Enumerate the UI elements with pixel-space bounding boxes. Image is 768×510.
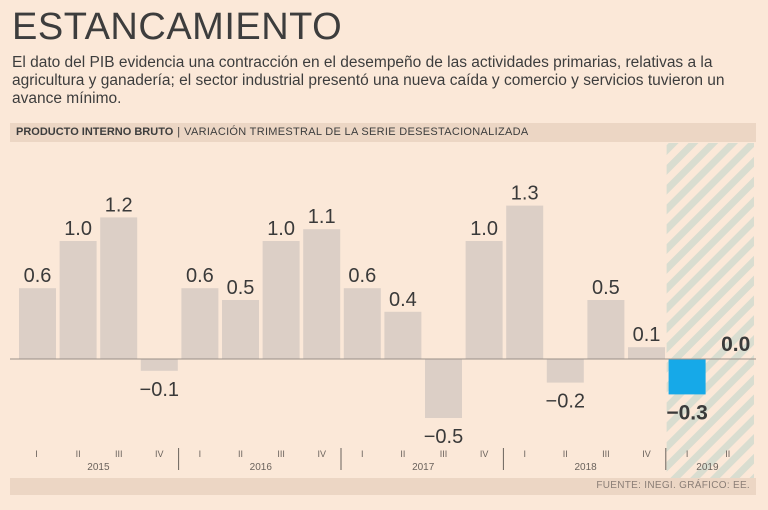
bar-15: [628, 347, 665, 359]
chart-label-bold: PRODUCTO INTERNO BRUTO: [16, 126, 174, 138]
bar-4: [181, 288, 219, 359]
chart-label-bar: PRODUCTO INTERNO BRUTO | VARIACIÓN TRIMEST…: [10, 123, 756, 142]
bar-7: [303, 229, 341, 359]
quarter-tick-label-17: II: [725, 449, 730, 459]
bar-13: [546, 359, 584, 383]
bar-9: [384, 311, 422, 359]
bar-10: [425, 359, 462, 418]
value-label-10: −0.5: [424, 426, 463, 448]
bar-11: [465, 241, 503, 359]
quarter-tick-label-11: IV: [480, 449, 489, 459]
year-label-2019: 2019: [696, 462, 719, 473]
value-labels-group: 0.6 1.0 1.2 −0.1 0.6 0.5 1.0 1.1 0.6 0.4 −0.5 1.0 1.…: [24, 183, 751, 448]
value-label-13: −0.2: [546, 391, 585, 413]
bar-1: [59, 241, 97, 359]
source-credit: FUENTE: INEGI. GRÁFICO: EE.: [596, 480, 750, 491]
quarter-tick-label-15: IV: [642, 449, 651, 459]
value-label-1: 1.0: [64, 218, 92, 240]
value-label-16: −0.3: [666, 401, 707, 424]
value-label-14: 0.5: [592, 277, 620, 299]
chart-subtitle: El dato del PIB evidencia una contracció…: [12, 54, 725, 107]
value-label-7: 1.1: [308, 206, 336, 228]
value-label-6: 1.0: [267, 218, 295, 240]
quarter-tick-label-16: I: [686, 449, 689, 459]
year-label-2016: 2016: [250, 462, 273, 473]
bar-8: [343, 288, 381, 359]
value-label-17: 0.0: [721, 333, 750, 356]
value-label-15: 0.1: [633, 324, 661, 346]
bar-2: [100, 217, 138, 359]
value-label-8: 0.6: [348, 265, 376, 287]
quarter-tick-label-6: III: [277, 449, 285, 459]
bar-0: [19, 288, 56, 359]
value-label-3: −0.1: [140, 379, 179, 401]
bar-16: [668, 359, 706, 395]
chart-title: ESTANCAMIENTO: [12, 6, 343, 48]
bar-3: [140, 359, 178, 371]
quarter-tick-label-1: II: [76, 449, 81, 459]
quarter-tick-label-7: IV: [317, 449, 326, 459]
forecast-hatch-area: [666, 143, 754, 478]
quarter-tick-label-4: I: [199, 449, 202, 459]
quarter-tick-label-12: I: [523, 449, 526, 459]
value-label-5: 0.5: [227, 277, 255, 299]
value-label-2: 1.2: [105, 194, 133, 216]
value-label-0: 0.6: [24, 265, 52, 287]
quarter-tick-label-8: I: [361, 449, 364, 459]
quarter-tick-label-0: I: [35, 449, 38, 459]
value-label-4: 0.6: [186, 265, 214, 287]
year-label-2015: 2015: [87, 462, 110, 473]
quarter-tick-label-14: III: [602, 449, 610, 459]
value-label-11: 1.0: [470, 218, 498, 240]
bar-12: [506, 205, 544, 359]
year-label-2017: 2017: [412, 462, 435, 473]
quarter-tick-label-13: II: [563, 449, 568, 459]
year-label-2018: 2018: [574, 462, 597, 473]
bars-group: [19, 205, 706, 418]
quarter-tick-label-3: IV: [155, 449, 164, 459]
bar-14: [587, 300, 625, 359]
quarter-tick-label-2: III: [115, 449, 123, 459]
quarter-tick-label-5: II: [238, 449, 243, 459]
value-label-12: 1.3: [511, 183, 539, 205]
chart-label-light: VARIACIÓN TRIMESTRAL DE LA SERIE DESESTA…: [184, 126, 529, 138]
quarter-tick-label-9: II: [400, 449, 405, 459]
chart-label-separator: |: [177, 126, 181, 138]
value-label-9: 0.4: [389, 289, 417, 311]
footer-bar: FUENTE: INEGI. GRÁFICO: EE.: [10, 478, 756, 495]
bar-6: [262, 241, 300, 359]
quarter-tick-label-10: III: [440, 449, 448, 459]
bar-5: [222, 300, 259, 359]
